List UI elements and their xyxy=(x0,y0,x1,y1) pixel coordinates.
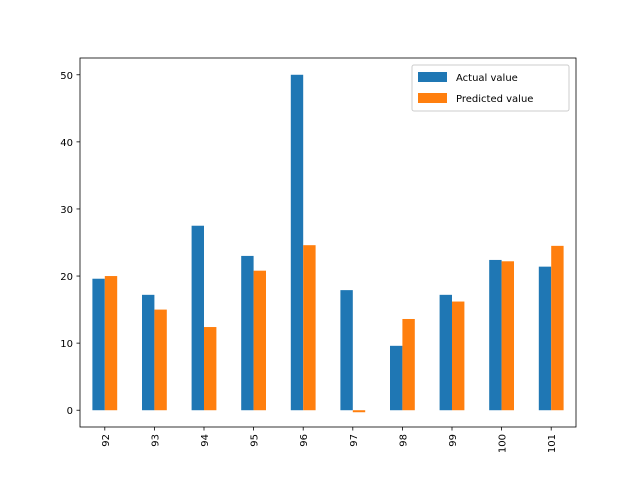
bar-actual-99 xyxy=(439,294,452,411)
axes-frame xyxy=(79,57,577,428)
bar-predicted-95 xyxy=(253,270,266,411)
x-tick-label: 98 xyxy=(398,434,409,447)
bar-predicted-101 xyxy=(551,245,564,411)
bar-actual-96 xyxy=(290,74,304,411)
legend-swatch-actual xyxy=(418,72,447,82)
legend-label-predicted: Predicted value xyxy=(456,94,533,105)
legend-label-actual: Actual value xyxy=(456,73,518,84)
bar-actual-95 xyxy=(241,255,254,411)
bar-predicted-92 xyxy=(104,276,118,411)
bar-predicted-100 xyxy=(501,261,514,411)
y-tick-label: 50 xyxy=(60,71,73,82)
legend-swatch-predicted xyxy=(418,93,447,103)
x-tick-label: 97 xyxy=(349,434,360,447)
bar-predicted-93 xyxy=(154,309,167,411)
bar-predicted-99 xyxy=(452,301,465,411)
x-tick-label: 96 xyxy=(299,434,310,447)
bar-predicted-94 xyxy=(204,327,217,411)
bar-actual-97 xyxy=(340,290,353,411)
bar-actual-93 xyxy=(142,294,155,411)
x-tick-label: 101 xyxy=(547,434,558,453)
bar-predicted-96 xyxy=(303,245,316,411)
x-tick-label: 100 xyxy=(498,434,509,453)
x-tick-label: 92 xyxy=(101,434,112,447)
bar-actual-98 xyxy=(390,345,403,411)
x-axis-ticks: 92 93 94 95 96 97 98 99 100 101 xyxy=(101,427,558,453)
legend: Actual value Predicted value xyxy=(411,64,570,112)
legend-box xyxy=(411,64,570,112)
bar-actual-92 xyxy=(92,278,105,411)
x-tick-label: 99 xyxy=(448,434,459,447)
x-tick-label: 95 xyxy=(250,434,261,447)
x-tick-label: 93 xyxy=(150,434,161,447)
y-tick-label: 30 xyxy=(60,205,73,216)
x-tick-label: 94 xyxy=(200,434,211,447)
bar-actual-94 xyxy=(191,225,204,411)
bars-layer xyxy=(92,74,564,413)
bar-predicted-97 xyxy=(352,410,366,413)
bar-actual-101 xyxy=(538,266,552,411)
y-tick-label: 10 xyxy=(60,339,73,350)
y-tick-label: 40 xyxy=(60,138,73,149)
y-tick-label: 20 xyxy=(60,272,73,283)
bar-predicted-98 xyxy=(402,318,415,411)
y-axis-ticks: 0 10 20 30 40 50 xyxy=(60,71,80,417)
bar-actual-100 xyxy=(489,259,502,411)
y-tick-label: 0 xyxy=(67,406,73,417)
